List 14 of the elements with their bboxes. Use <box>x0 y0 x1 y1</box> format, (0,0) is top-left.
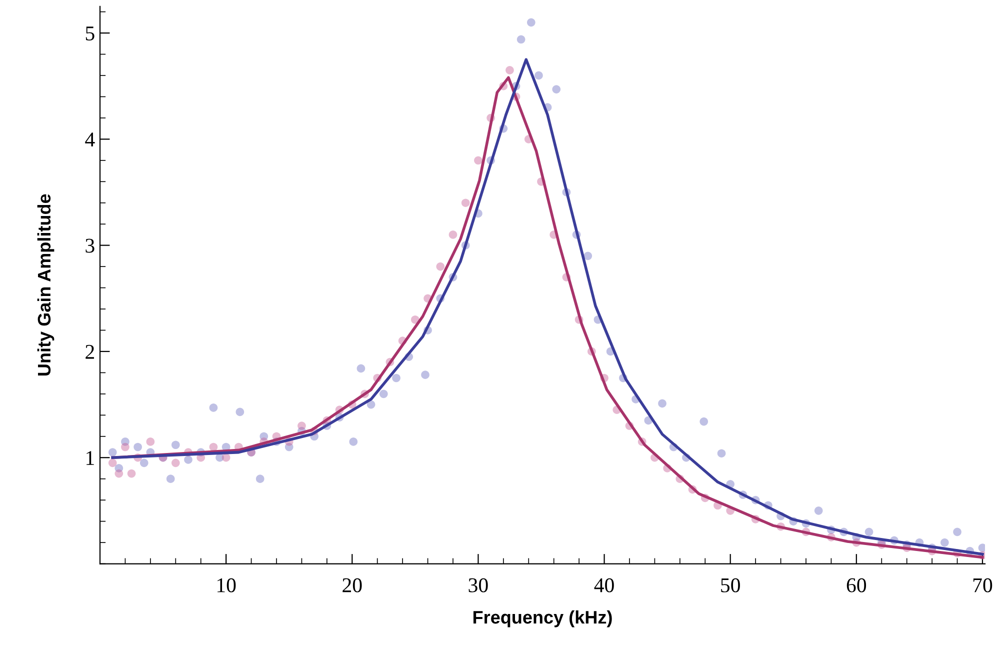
x-tick-label: 70 <box>973 578 992 592</box>
y-tick-label: 5 <box>86 26 94 40</box>
y-tick-label: 3 <box>86 238 94 253</box>
x-tick-label: 30 <box>468 578 488 592</box>
y-tick-label: 1 <box>86 451 94 465</box>
y-tick-label: 4 <box>85 132 95 146</box>
y-axis-title: Unity Gain Amplitude <box>37 194 54 376</box>
x-tick-label: 60 <box>846 578 866 592</box>
x-tick-label: 50 <box>721 578 740 592</box>
x-tick-label: 20 <box>342 578 362 592</box>
x-axis-title: Frequency (kHz) <box>473 610 612 628</box>
x-tick-label: 40 <box>594 578 614 592</box>
x-tick-label: 10 <box>217 578 236 592</box>
y-tick-label: 2 <box>86 344 94 359</box>
